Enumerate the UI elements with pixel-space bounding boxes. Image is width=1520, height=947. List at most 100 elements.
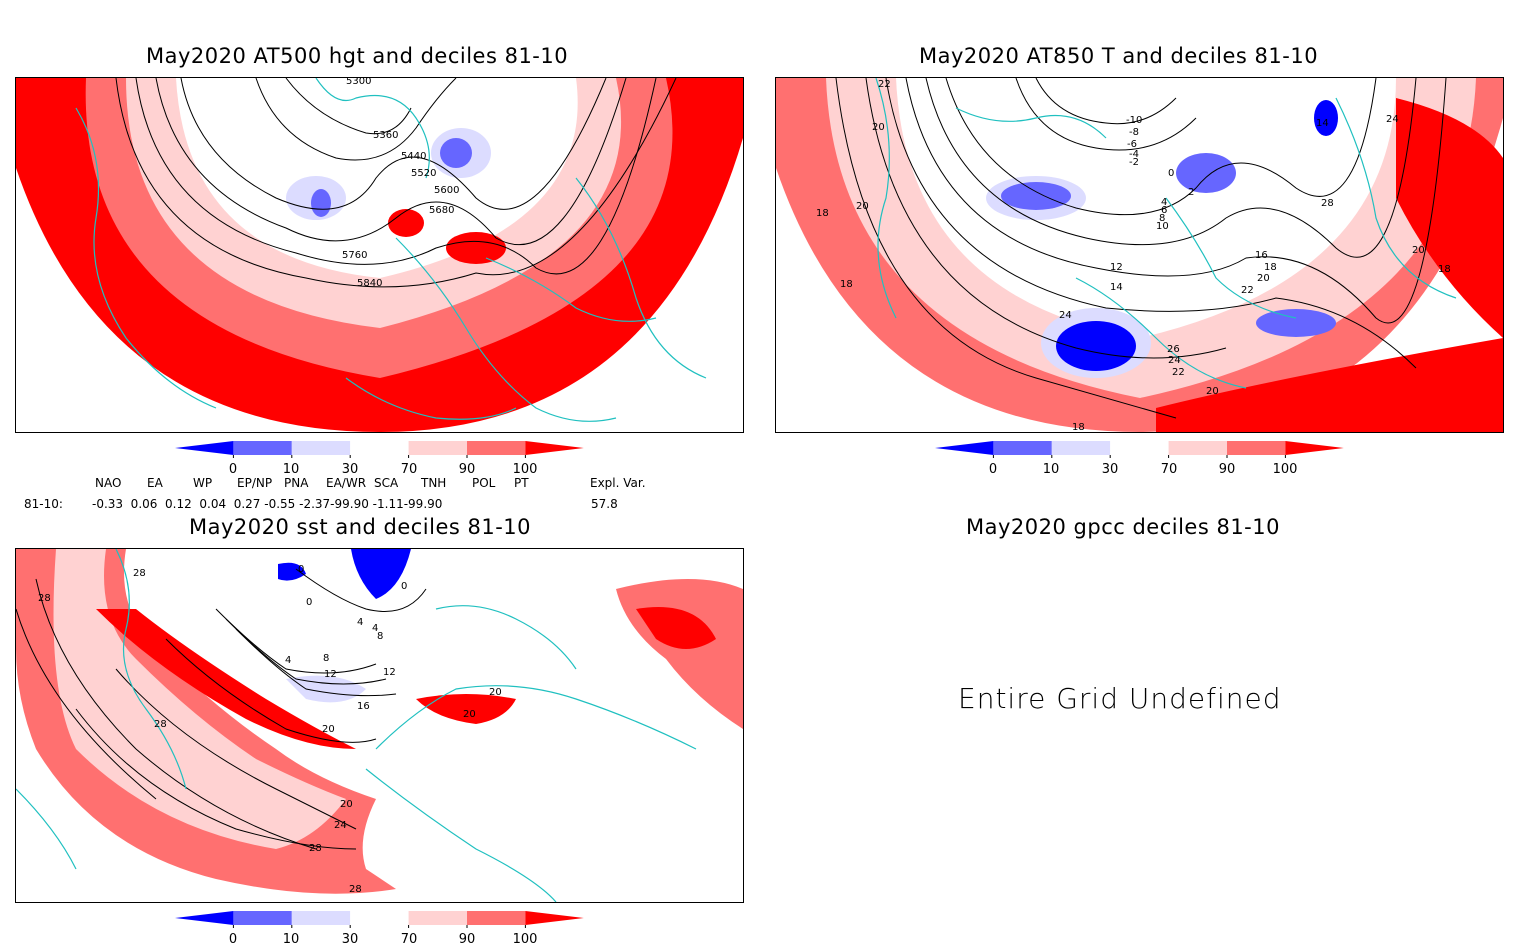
explained-variance: 57.8: [591, 497, 618, 511]
contour-label: 18: [1438, 264, 1451, 275]
colorbar-swatch: [175, 911, 234, 925]
panel-title-hgt500: May2020 AT500 hgt and deciles 81-10: [146, 44, 569, 68]
decile-fill-high: [1396, 98, 1503, 338]
contour-label: 16: [357, 701, 370, 712]
colorbar-swatches: [935, 441, 1344, 458]
sst-fill-high-3: [416, 694, 516, 724]
contour-label: 5680: [429, 205, 454, 216]
decile-fill-lower: [311, 189, 331, 217]
sst-fill-low: [286, 675, 366, 703]
contour-label: 4: [285, 655, 291, 666]
colorbar-swatch: [467, 441, 526, 455]
contour-label: 0: [401, 581, 407, 592]
colorbar-swatch: [935, 441, 994, 455]
decile-fill-high-2: [388, 209, 424, 237]
contour-label: 12: [1110, 262, 1123, 273]
sst-fill-high-2: [636, 607, 716, 649]
index-header: POL: [472, 476, 496, 490]
contour-label: 22: [1241, 285, 1254, 296]
map-sst: 28 28 0 0 0 4 4 8 4 8 12 12 16 20 20 20 …: [16, 549, 743, 902]
contour-label: 4: [1161, 197, 1167, 208]
colorbar-tick: 0: [228, 462, 238, 477]
index-header: TNH: [421, 476, 447, 490]
contour-label: 20: [856, 201, 869, 212]
contour-label: 28: [38, 593, 51, 604]
colorbar-tick: 90: [458, 462, 476, 477]
colorbar-swatch: [1285, 441, 1344, 455]
decile-fill-high-2: [1156, 338, 1503, 432]
contour-label: -8: [1129, 127, 1139, 138]
sst-fill-lowest-2: [278, 562, 306, 581]
index-header: Expl. Var.: [590, 476, 646, 490]
index-header: SCA: [374, 476, 399, 490]
contour-label: 4: [357, 617, 363, 628]
decile-fill-lower: [1001, 182, 1071, 210]
contour-label: -6: [1127, 139, 1137, 150]
contour-label: 28: [349, 884, 362, 895]
panel-title-t850: May2020 AT850 T and deciles 81-10: [919, 44, 1319, 68]
colorbar-swatch: [1227, 441, 1286, 455]
decile-fill-lowest: [1056, 321, 1136, 371]
colorbar-swatches: [175, 911, 584, 928]
contour-label: -4: [1129, 149, 1139, 160]
contour-label: 5440: [401, 151, 426, 162]
colorbar-swatch: [408, 911, 467, 925]
colorbar-swatch: [233, 911, 292, 925]
contour-label: 0: [306, 597, 312, 608]
contour-label: 20: [322, 724, 335, 735]
contour-label: 8: [1159, 213, 1165, 224]
colorbar-t850: 0 10 30 70 90 100: [935, 438, 1345, 477]
colorbar-swatch: [1051, 441, 1111, 455]
colorbar-tick: 30: [1101, 462, 1119, 477]
contour-label: 24: [1168, 355, 1181, 366]
colorbar-tick: 0: [988, 462, 998, 477]
contour-label: 4: [372, 623, 378, 634]
contour-label: 0: [298, 564, 304, 575]
contour-label: 20: [489, 687, 502, 698]
index-header: EP/NP: [237, 476, 273, 490]
contour-label: -10: [1126, 115, 1142, 126]
decile-fill-neutral: [896, 78, 1396, 338]
decile-fill-neutral: [176, 78, 578, 278]
contour-label: 5600: [434, 185, 459, 196]
decile-fill-lowest-2: [1314, 100, 1338, 136]
height-contours: [115, 78, 677, 288]
colorbar-swatch: [350, 911, 409, 925]
colorbar-tick: 10: [282, 462, 300, 477]
contour-label: 28: [133, 568, 146, 579]
index-header: PNA: [284, 476, 309, 490]
colorbar-tick: 100: [512, 462, 538, 477]
undefined-grid-message: Entire Grid Undefined: [958, 682, 1282, 715]
contour-label: 18: [840, 279, 853, 290]
map-hgt500: 5300 5360 5440 5520 5600 5680 5760 5840: [16, 78, 743, 432]
colorbar-swatches: [175, 441, 584, 458]
colorbar-tick: 30: [341, 462, 359, 477]
contour-label: 14: [1110, 282, 1123, 293]
contour-label: -2: [1129, 157, 1139, 168]
index-row-label: 81-10:: [24, 497, 63, 511]
index-header: PT: [514, 476, 529, 490]
colorbar-tick: 10: [1042, 462, 1060, 477]
contour-label: 24: [1386, 114, 1399, 125]
contour-label: 0: [1168, 168, 1174, 179]
index-header: EA/WR: [326, 476, 367, 490]
contour-label: 6: [1161, 205, 1167, 216]
map-panel-t850: 22 20 18 20 18 -10 -8 -6 -4 -2 0 2 4 6 8…: [775, 77, 1504, 433]
contour-label: 18: [1264, 262, 1277, 273]
sst-fill-high: [96, 609, 356, 749]
index-values: -0.33 0.06 0.12 0.04 0.27 -0.55 -2.37-99…: [92, 497, 443, 511]
contour-label: 28: [1321, 198, 1334, 209]
colorbar-swatch: [525, 441, 584, 455]
contour-label: 24: [334, 820, 347, 831]
contour-label: 20: [340, 799, 353, 810]
index-header: WP: [193, 476, 213, 490]
temperature-contours: [835, 78, 1447, 419]
colorbar-swatch: [175, 441, 234, 455]
colorbar-swatch: [408, 441, 467, 455]
colorbar-tick: 70: [1160, 462, 1178, 477]
contour-label: 2: [1188, 187, 1194, 198]
index-header: NAO: [95, 476, 122, 490]
contour-label: 22: [878, 79, 891, 90]
contour-label: 20: [463, 709, 476, 720]
contour-label: 12: [324, 669, 337, 680]
